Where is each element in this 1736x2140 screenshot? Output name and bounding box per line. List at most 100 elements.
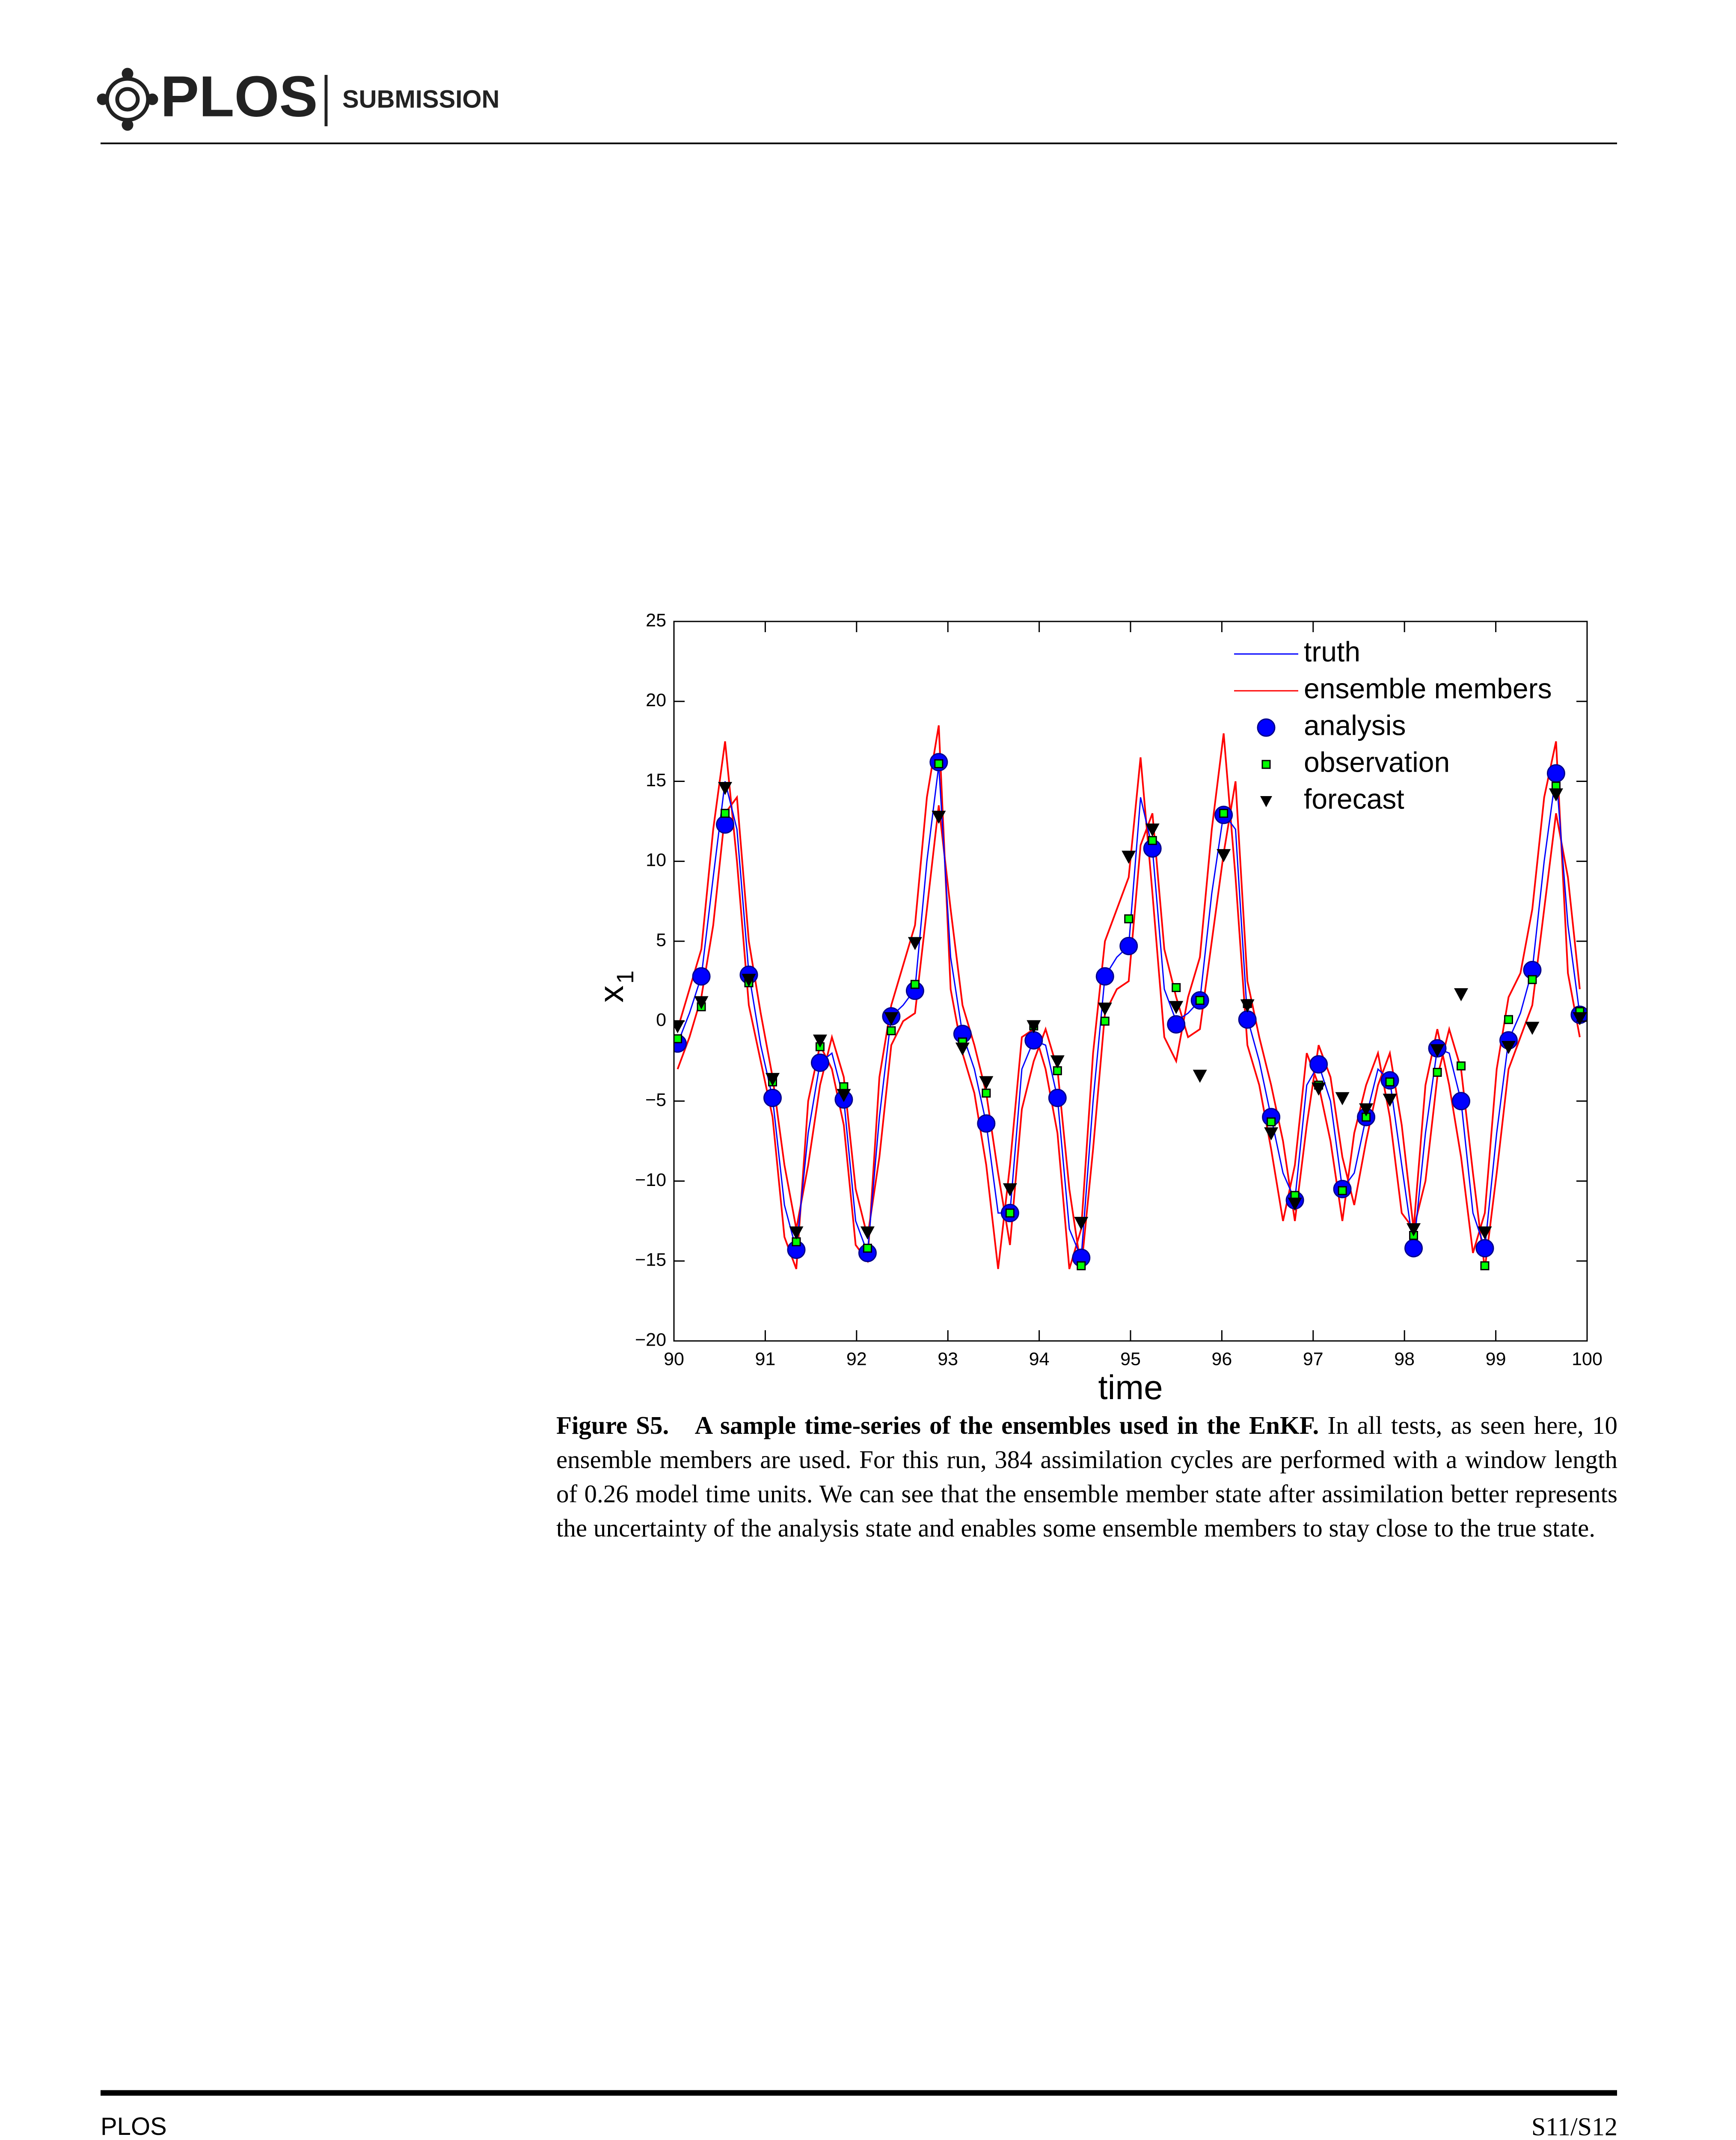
analysis-point xyxy=(1024,1031,1043,1050)
logo-text: PLOS xyxy=(160,64,318,129)
y-axis-label-main: x xyxy=(592,986,630,1003)
forecast-point xyxy=(1027,1020,1041,1034)
forecast-point xyxy=(1288,1198,1302,1211)
forecast-point xyxy=(932,811,946,824)
forecast-point xyxy=(742,974,756,987)
analysis-point xyxy=(763,1088,782,1107)
y-tick-label: 10 xyxy=(646,850,666,871)
y-tick-label: −20 xyxy=(635,1329,666,1350)
x-axis-label: time xyxy=(1098,1368,1163,1406)
forecast-point xyxy=(1264,1127,1279,1141)
analysis-point xyxy=(1119,936,1138,955)
observation-point xyxy=(1077,1261,1086,1270)
x-tick-label: 92 xyxy=(846,1349,867,1369)
y-tick-label: 15 xyxy=(646,770,666,791)
forecast-point xyxy=(1573,1012,1587,1025)
footer-left: PLOS xyxy=(101,2113,167,2140)
forecast-point xyxy=(979,1076,994,1090)
observation-point xyxy=(910,980,920,989)
legend-label: forecast xyxy=(1304,783,1404,814)
analysis-point xyxy=(1095,967,1114,986)
observation-point xyxy=(934,759,944,768)
forecast-point xyxy=(884,1012,899,1025)
header-label: SUBMISSION xyxy=(342,85,499,113)
footer-right: S11/S12 xyxy=(1531,2113,1617,2140)
y-axis-label: x1 xyxy=(592,970,638,1002)
analysis-point xyxy=(1404,1239,1423,1257)
y-tick-label: 25 xyxy=(646,610,666,630)
observation-point xyxy=(1195,996,1205,1005)
analysis-point xyxy=(1546,764,1565,783)
forecast-point xyxy=(1525,1022,1540,1035)
observation-point xyxy=(1504,1015,1513,1024)
observation-point xyxy=(1005,1208,1015,1218)
x-tick-label: 99 xyxy=(1486,1349,1506,1369)
forecast-point xyxy=(765,1073,780,1086)
caption-title: A sample time-series of the ensembles us… xyxy=(694,1411,1319,1439)
y-tick-label: −5 xyxy=(645,1090,666,1110)
plot-area xyxy=(674,725,1587,1270)
forecast-point xyxy=(1407,1223,1421,1236)
observation-point xyxy=(1172,983,1181,992)
analysis-point xyxy=(1238,1010,1257,1029)
analysis-point xyxy=(1475,1239,1494,1257)
y-axis-label-subscript: 1 xyxy=(611,970,638,984)
x-tick-label: 96 xyxy=(1211,1349,1232,1369)
forecast-point xyxy=(1240,999,1255,1013)
truth-line xyxy=(677,765,1581,1258)
analysis-point xyxy=(716,815,735,834)
observation-point xyxy=(1124,914,1134,924)
forecast-point xyxy=(1335,1092,1350,1106)
observation-point xyxy=(1267,1117,1276,1126)
legend-label: truth xyxy=(1304,636,1360,667)
forecast-point xyxy=(1430,1044,1445,1058)
forecast-point xyxy=(694,996,709,1010)
chart: 90 91 92 93 94 95 96 97 98 99 100 −20 −15 −10 −5 0 5 10 15… xyxy=(592,610,1602,1406)
observation-point xyxy=(1528,975,1537,984)
observation-point xyxy=(863,1243,872,1253)
analysis-point xyxy=(810,1053,829,1072)
forecast-point xyxy=(1098,1002,1112,1016)
observation-point xyxy=(1480,1261,1490,1270)
x-tick-label: 90 xyxy=(664,1349,684,1369)
legend-label: analysis xyxy=(1304,709,1406,741)
observation-point xyxy=(674,1034,683,1043)
y-tick-label: −15 xyxy=(635,1250,666,1270)
observation-point xyxy=(982,1088,991,1098)
x-tick-label: 98 xyxy=(1394,1349,1415,1369)
figure-caption: Figure S5. A sample time-series of the e… xyxy=(556,1408,1617,1545)
observation-point xyxy=(1148,836,1157,845)
observation-point xyxy=(1100,1016,1110,1026)
analysis-point xyxy=(977,1114,996,1133)
x-tick-label: 94 xyxy=(1029,1349,1050,1369)
forecast-point xyxy=(1217,849,1231,862)
forecast-point xyxy=(1050,1055,1065,1069)
x-tick-label: 97 xyxy=(1303,1349,1324,1369)
analysis-point xyxy=(1167,1015,1186,1034)
caption-label: Figure S5. xyxy=(556,1411,669,1439)
forecast-point xyxy=(1003,1183,1017,1197)
x-tick-label: 91 xyxy=(755,1349,775,1369)
forecast-point xyxy=(1359,1103,1374,1117)
forecast-point xyxy=(1074,1217,1089,1230)
y-tick-label: 5 xyxy=(656,930,666,950)
ensemble-line xyxy=(677,725,1581,1269)
y-tick-label: −10 xyxy=(635,1170,666,1190)
observation-point xyxy=(721,808,730,818)
x-tick-label: 95 xyxy=(1120,1349,1141,1369)
forecast-point xyxy=(1122,850,1136,864)
legend-swatch xyxy=(1257,718,1276,737)
forecast-point xyxy=(1454,988,1469,1002)
analysis-point xyxy=(692,967,711,986)
forecast-point xyxy=(718,782,733,795)
y-tick-label: 0 xyxy=(656,1010,666,1030)
forecast-point xyxy=(837,1089,851,1102)
analysis-point xyxy=(1048,1088,1067,1107)
observation-point xyxy=(1433,1067,1442,1077)
forecast-point xyxy=(1193,1070,1207,1083)
observation-point xyxy=(1385,1077,1395,1087)
forecast-point xyxy=(1383,1094,1397,1107)
y-tick-label: 20 xyxy=(646,690,666,710)
forecast-point xyxy=(813,1034,827,1048)
